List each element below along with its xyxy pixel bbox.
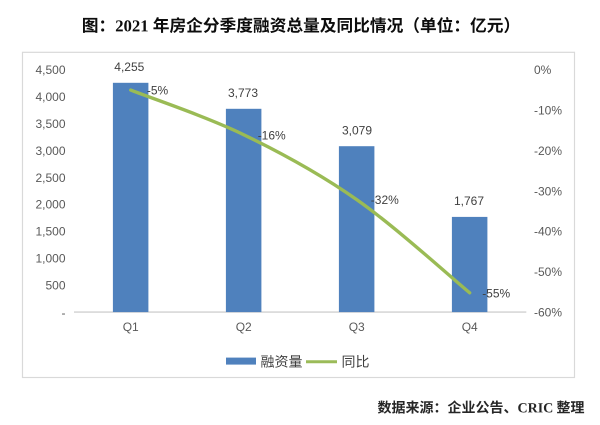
svg-text:1,767: 1,767: [454, 194, 484, 208]
svg-text:-32%: -32%: [371, 193, 399, 207]
svg-text:Q3: Q3: [349, 320, 365, 334]
svg-text:-5%: -5%: [147, 84, 169, 98]
svg-text:-50%: -50%: [534, 265, 562, 279]
svg-text:-60%: -60%: [534, 305, 562, 319]
svg-text:-10%: -10%: [534, 104, 562, 118]
svg-text:4,255: 4,255: [114, 60, 144, 74]
svg-text:Q1: Q1: [123, 320, 139, 334]
svg-text:-30%: -30%: [534, 184, 562, 198]
svg-text:-: -: [62, 306, 66, 320]
svg-text:Q2: Q2: [236, 320, 252, 334]
svg-text:Q4: Q4: [462, 320, 478, 334]
svg-text:3,079: 3,079: [342, 123, 372, 137]
svg-text:4,500: 4,500: [35, 63, 65, 77]
svg-text:3,500: 3,500: [35, 117, 65, 131]
svg-text:2,500: 2,500: [35, 171, 65, 185]
svg-text:3,000: 3,000: [35, 144, 65, 158]
svg-text:1,000: 1,000: [35, 252, 65, 266]
svg-text:0%: 0%: [534, 63, 552, 77]
svg-text:-20%: -20%: [534, 144, 562, 158]
svg-text:3,773: 3,773: [228, 86, 258, 100]
svg-text:4,000: 4,000: [35, 90, 65, 104]
svg-text:500: 500: [45, 279, 65, 293]
svg-text:-55%: -55%: [482, 286, 510, 300]
svg-text:2,000: 2,000: [35, 198, 65, 212]
svg-text:1,500: 1,500: [35, 225, 65, 239]
svg-text:-40%: -40%: [534, 225, 562, 239]
svg-text:-16%: -16%: [258, 128, 286, 142]
